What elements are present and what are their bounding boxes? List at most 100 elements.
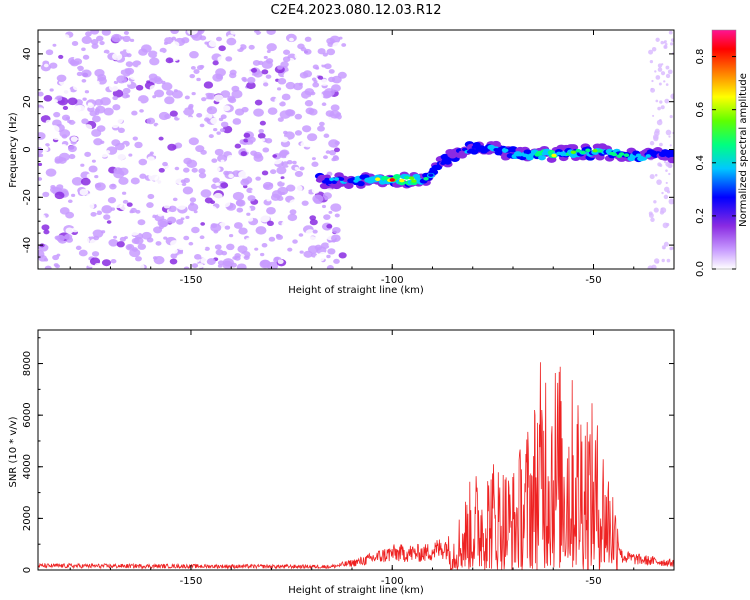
heatmap-noise-cell — [218, 45, 226, 52]
heatmap-noise-cell — [116, 241, 125, 248]
heatmap-noise-cell — [91, 83, 96, 87]
heatmap-noise-cell — [110, 258, 117, 264]
heatmap-noise-cell — [317, 48, 326, 55]
heatmap-noise-cell — [277, 77, 287, 85]
heatmap-noise-cell — [330, 132, 338, 138]
heatmap-noise-cell — [96, 210, 103, 216]
heatmap-noise-cell — [311, 187, 320, 194]
heatmap-noise-cell — [112, 95, 118, 101]
heatmap-noise-cell — [658, 82, 662, 86]
heatmap-signal-cell — [440, 161, 446, 166]
heatmap-noise-cell — [80, 163, 85, 167]
snr-x-label: Height of straight line (km) — [288, 585, 424, 596]
heatmap-noise-cell — [329, 149, 337, 156]
heatmap-noise-cell — [285, 81, 296, 90]
heatmap-noise-cell — [273, 121, 279, 125]
heatmap-noise-cell — [253, 108, 264, 117]
heatmap-noise-cell — [146, 138, 157, 147]
heatmap-noise-cell — [48, 78, 53, 82]
heatmap-noise-cell — [217, 56, 225, 62]
heatmap-noise-cell — [103, 214, 111, 220]
heatmap-noise-cell — [292, 178, 298, 183]
heatmap-noise-cell — [137, 95, 149, 104]
heatmap-noise-cell — [255, 176, 261, 181]
heatmap-noise-cell — [326, 254, 331, 259]
heatmap-noise-cell — [85, 202, 95, 210]
heatmap-noise-cell — [204, 117, 210, 122]
heatmap-noise-cell — [180, 150, 189, 158]
heatmap-noise-cell — [122, 199, 129, 205]
heatmap-noise-cell — [214, 148, 224, 156]
heatmap-noise-cell — [649, 174, 655, 180]
heatmap-noise-cell — [287, 145, 293, 149]
heatmap-noise-cell — [233, 222, 243, 229]
heatmap-noise-cell — [188, 137, 199, 146]
heatmap-noise-cell — [165, 180, 176, 189]
heatmap-noise-cell — [62, 105, 69, 110]
heatmap-noise-cell — [220, 114, 227, 120]
heatmap-noise-cell — [304, 100, 314, 107]
heatmap-noise-cell — [168, 70, 177, 77]
heatmap-noise-cell — [341, 43, 347, 47]
heatmap-noise-cell — [65, 116, 70, 121]
heatmap-signal-cell — [393, 174, 401, 180]
heatmap-noise-cell — [257, 60, 264, 65]
heatmap-noise-cell — [94, 182, 106, 191]
heatmap-noise-cell — [62, 34, 70, 40]
heatmap-noise-cell — [43, 258, 49, 262]
heatmap-noise-cell — [147, 50, 158, 58]
heatmap-noise-cell — [152, 95, 157, 99]
heatmap-noise-cell — [182, 131, 193, 140]
heatmap-noise-cell — [139, 173, 147, 179]
heatmap-noise-cell — [270, 169, 277, 175]
heatmap-noise-cell — [72, 209, 78, 214]
heatmap-noise-cell — [103, 244, 112, 252]
heatmap-noise-cell — [157, 211, 164, 217]
heatmap-noise-cell — [250, 68, 258, 73]
heatmap-noise-cell — [258, 185, 263, 189]
heatmap-noise-cell — [252, 60, 261, 66]
heatmap-noise-cell — [263, 55, 268, 60]
y-tick-label: 40 — [22, 48, 33, 61]
heatmap-noise-cell — [56, 166, 66, 175]
y-tick-label: 0 — [22, 567, 33, 573]
heatmap-noise-cell — [212, 60, 219, 66]
heatmap-noise-cell — [129, 227, 140, 236]
heatmap-signal-cell — [570, 150, 577, 154]
heatmap-noise-cell — [84, 90, 90, 94]
heatmap-noise-cell — [78, 249, 88, 257]
heatmap-noise-cell — [71, 227, 79, 233]
heatmap-noise-cell — [58, 54, 64, 59]
heatmap-noise-cell — [653, 135, 659, 142]
heatmap-noise-cell — [292, 239, 298, 244]
heatmap-noise-cell — [126, 48, 132, 54]
heatmap-noise-cell — [279, 101, 286, 107]
heatmap-signal-cell — [551, 153, 557, 158]
heatmap-noise-cell — [161, 150, 166, 154]
heatmap-noise-cell — [651, 46, 657, 52]
heatmap-noise-cell — [649, 60, 654, 64]
heatmap-noise-cell — [76, 71, 83, 77]
heatmap-signal-cell — [333, 177, 340, 181]
heatmap-noise-cell — [266, 206, 276, 215]
heatmap-noise-cell — [224, 229, 231, 235]
heatmap-noise-cell — [660, 105, 665, 110]
heatmap-noise-cell — [283, 71, 295, 80]
heatmap-noise-cell — [96, 35, 104, 42]
heatmap-noise-cell — [207, 205, 218, 214]
heatmap-noise-cell — [149, 57, 160, 66]
heatmap-noise-cell — [183, 235, 190, 241]
heatmap-noise-cell — [657, 162, 662, 167]
heatmap-noise-cell — [53, 263, 59, 267]
heatmap-noise-cell — [38, 146, 44, 155]
heatmap-noise-cell — [274, 97, 282, 104]
heatmap-noise-cell — [254, 99, 263, 106]
heatmap-noise-cell — [241, 76, 247, 81]
heatmap-noise-cell — [657, 67, 663, 72]
heatmap-noise-cell — [338, 217, 347, 224]
heatmap-noise-cell — [294, 166, 299, 171]
heatmap-noise-cell — [283, 130, 288, 135]
heatmap-noise-cell — [65, 211, 75, 219]
heatmap-noise-cell — [326, 48, 336, 56]
heatmap-noise-cell — [272, 154, 278, 158]
